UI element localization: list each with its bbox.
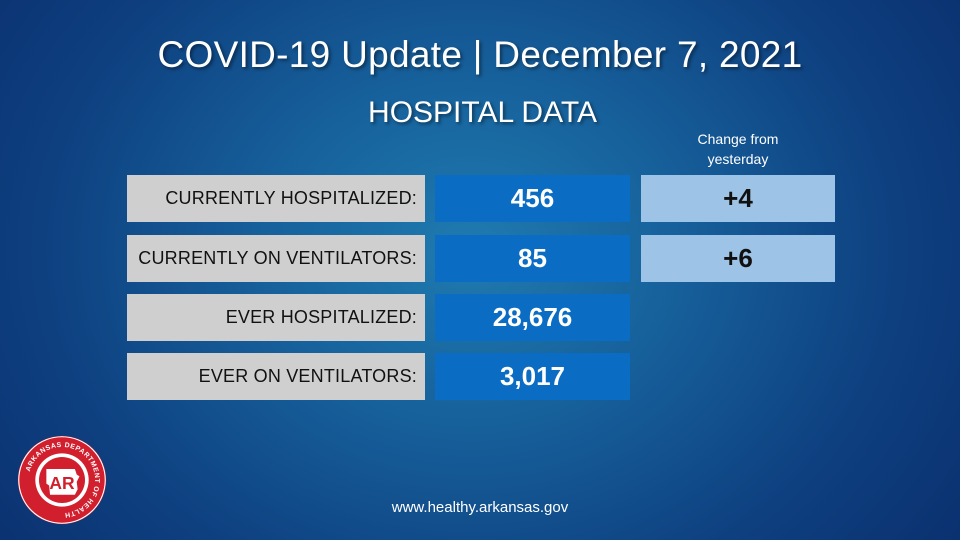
arkansas-state-shape	[46, 468, 80, 495]
page-title: COVID-19 Update | December 7, 2021	[157, 34, 803, 75]
change-column-header: Change from yesterday	[658, 129, 818, 169]
data-row: CURRENTLY ON VENTILATORS: 85 +6	[0, 235, 960, 282]
row-change: +6	[641, 235, 835, 282]
seal-outer-border	[18, 436, 106, 524]
seal-mark-text: AR	[49, 473, 75, 493]
row-value: 85	[435, 235, 630, 282]
row-value: 456	[435, 175, 630, 222]
data-row: EVER HOSPITALIZED: 28,676	[0, 294, 960, 341]
row-label: CURRENTLY ON VENTILATORS:	[127, 235, 425, 282]
row-label: EVER HOSPITALIZED:	[127, 294, 425, 341]
data-row: CURRENTLY HOSPITALIZED: 456 +4	[0, 175, 960, 222]
row-value: 28,676	[435, 294, 630, 341]
change-header-line-1: Change from	[697, 131, 779, 147]
row-label: EVER ON VENTILATORS:	[127, 353, 425, 400]
data-row: EVER ON VENTILATORS: 3,017	[0, 353, 960, 400]
row-label: CURRENTLY HOSPITALIZED:	[127, 175, 425, 222]
page-subtitle: HOSPITAL DATA	[368, 96, 597, 129]
row-value: 3,017	[435, 353, 630, 400]
health-department-seal-logo: ARKANSAS DEPARTMENT OF HEALTH AR	[17, 435, 107, 525]
change-header-line-2: yesterday	[707, 151, 769, 167]
website-url: www.healthy.arkansas.gov	[391, 499, 569, 516]
row-change: +4	[641, 175, 835, 222]
